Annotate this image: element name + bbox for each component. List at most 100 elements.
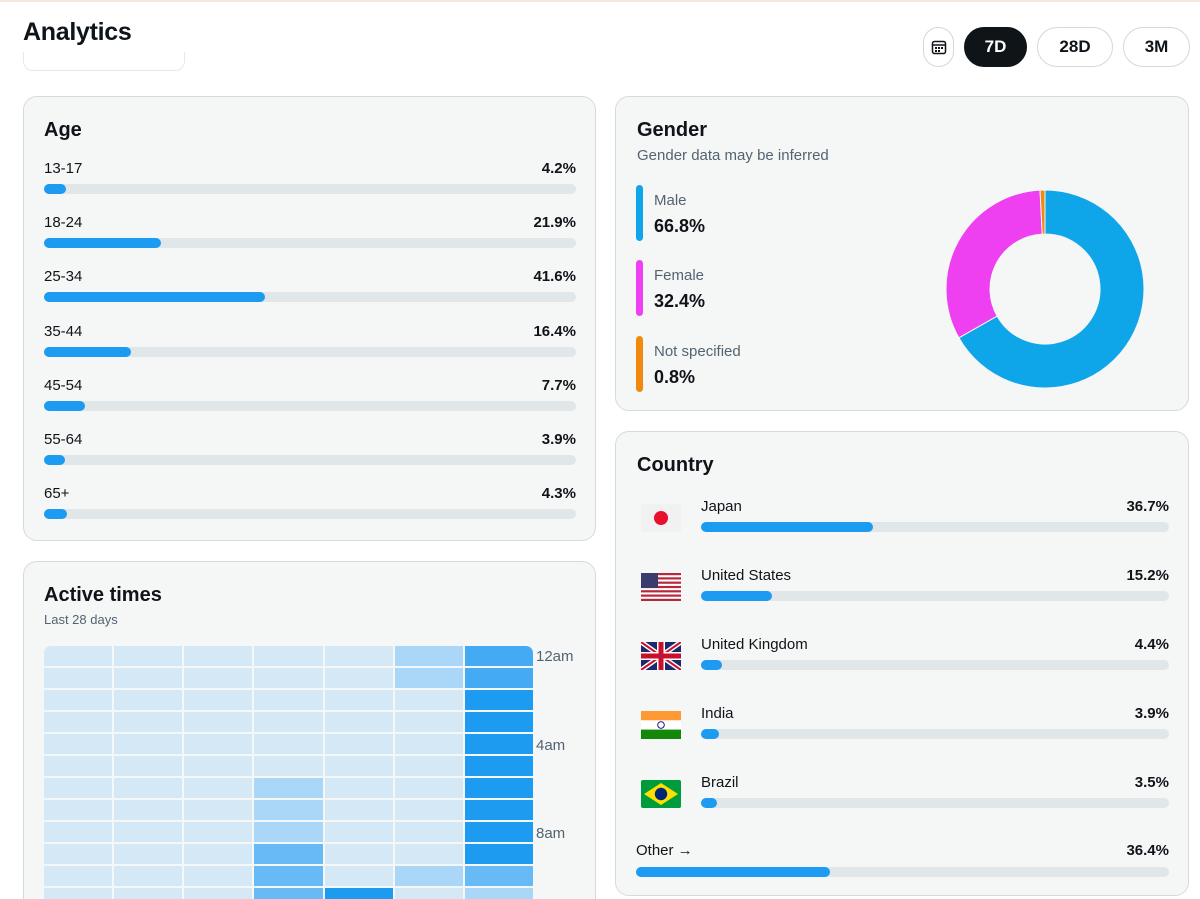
donut-slice-not-specified <box>1039 189 1046 235</box>
country-bar-fill <box>701 591 773 601</box>
range-3m-button[interactable]: 3M <box>1123 27 1190 67</box>
heatmap-cell <box>324 800 393 820</box>
heatmap-cell <box>324 756 393 776</box>
heatmap-cell <box>114 866 183 886</box>
age-title: Age <box>44 119 82 141</box>
heatmap-cell <box>44 844 113 864</box>
heatmap-cell <box>44 712 113 732</box>
age-label: 55-64 <box>44 431 83 448</box>
heatmap-cell <box>114 668 183 688</box>
heatmap-cell <box>44 668 113 688</box>
age-value: 4.3% <box>541 485 576 503</box>
heatmap-cell <box>394 822 463 842</box>
heatmap-cell <box>394 778 463 798</box>
active-times-title: Active times <box>44 584 162 606</box>
age-value: 41.6% <box>533 268 576 286</box>
heatmap-cell <box>254 844 323 864</box>
heatmap-axis-label: 8am <box>536 825 566 842</box>
heatmap-axis-label: 12am <box>536 648 574 665</box>
age-bar-track <box>44 509 576 520</box>
heatmap-cell <box>464 734 533 754</box>
heatmap-cell <box>184 756 253 776</box>
heatmap-cell <box>464 712 533 732</box>
heatmap-cell <box>394 646 463 666</box>
heatmap-cell <box>394 866 463 886</box>
heatmap-cell <box>324 822 393 842</box>
heatmap-row <box>44 646 533 666</box>
heatmap-cell <box>324 844 393 864</box>
male-color-bar <box>636 185 643 241</box>
heatmap-cell <box>184 712 253 732</box>
range-28d-button[interactable]: 28D <box>1037 27 1113 67</box>
age-value: 7.7% <box>541 376 576 394</box>
heatmap-cell <box>44 822 113 842</box>
title-underline <box>23 52 185 71</box>
gender-item-female: Female 32.4% <box>636 260 836 316</box>
other-countries-link[interactable]: Other → <box>636 842 693 859</box>
age-bar-track <box>44 184 576 194</box>
uk-flag-icon <box>641 642 681 670</box>
heatmap-cell <box>394 668 463 688</box>
country-bar-track <box>701 522 1169 532</box>
heatmap-row <box>44 778 533 798</box>
country-bar-track <box>636 867 1169 877</box>
heatmap-cell <box>114 756 183 776</box>
age-row: 18-24 21.9% <box>44 214 576 249</box>
country-label: United States <box>701 567 792 584</box>
heatmap-cell <box>44 646 113 666</box>
heatmap-cell <box>184 778 253 798</box>
country-bar-track <box>701 591 1169 601</box>
country-value: 3.5% <box>1134 774 1169 791</box>
age-bar-fill <box>44 455 65 465</box>
heatmap-cell <box>44 800 113 820</box>
country-card: Country Japan 36.7% United States 15.2% <box>615 431 1189 896</box>
country-title: Country <box>637 454 714 476</box>
heatmap-cell <box>394 734 463 754</box>
heatmap-row <box>44 712 533 732</box>
age-label: 25-34 <box>44 268 83 286</box>
calendar-button[interactable] <box>923 27 954 67</box>
age-label: 65+ <box>44 485 70 503</box>
heatmap-cell <box>184 888 253 899</box>
range-7d-button[interactable]: 7D <box>964 27 1027 67</box>
country-bar-fill <box>701 798 718 808</box>
heatmap-row <box>44 822 533 842</box>
heatmap-cell <box>184 822 253 842</box>
country-row: United States 15.2% <box>636 567 1169 611</box>
heatmap-row <box>44 866 533 886</box>
gender-value: 0.8% <box>654 367 696 387</box>
gender-item-not-specified: Not specified 0.8% <box>636 336 836 392</box>
not-specified-color-bar <box>636 336 643 392</box>
heatmap-row <box>44 800 533 820</box>
heatmap-row <box>44 690 533 710</box>
heatmap-cell <box>254 778 323 798</box>
country-bar-track <box>701 729 1169 739</box>
heatmap-cell <box>254 866 323 886</box>
other-countries-row: Other → 36.4% <box>636 842 1169 877</box>
female-color-bar <box>636 260 643 316</box>
gender-subtitle: Gender data may be inferred <box>637 147 829 164</box>
heatmap-cell <box>184 668 253 688</box>
heatmap-cell <box>44 690 113 710</box>
us-flag-icon <box>641 573 681 601</box>
country-label: United Kingdom <box>701 636 808 653</box>
heatmap-cell <box>184 844 253 864</box>
heatmap-cell <box>324 668 393 688</box>
country-row: Japan 36.7% <box>636 498 1169 542</box>
heatmap-cell <box>324 712 393 732</box>
country-row: India 3.9% <box>636 705 1169 749</box>
calendar-icon <box>931 40 946 55</box>
country-bar-fill <box>701 522 873 532</box>
heatmap-cell <box>324 690 393 710</box>
country-row: Brazil 3.5% <box>636 774 1169 818</box>
heatmap-cell <box>464 690 533 710</box>
heatmap-cell <box>254 712 323 732</box>
age-bar-fill <box>44 238 161 249</box>
india-flag-icon <box>641 711 681 739</box>
heatmap-cell <box>184 690 253 710</box>
heatmap-cell <box>44 866 113 886</box>
heatmap-cell <box>324 734 393 754</box>
age-row: 35-44 16.4% <box>44 323 576 357</box>
heatmap-cell <box>464 646 533 666</box>
heatmap-cell <box>44 778 113 798</box>
